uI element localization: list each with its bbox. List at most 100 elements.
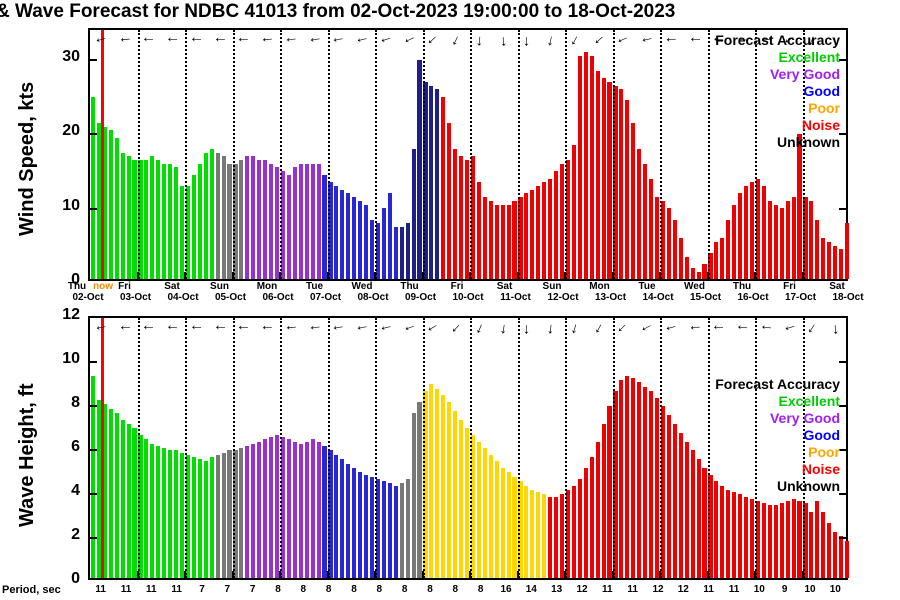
period-value: 8 [452,584,459,595]
wave-height-bar [375,479,381,578]
y-tick [839,361,846,363]
x-tick [659,272,661,279]
x-tick [184,571,186,578]
legend-title: Forecast Accuracy [715,376,840,392]
wind-speed-bar [815,219,820,279]
day-gridline [802,30,805,279]
x-tick [469,571,471,578]
wind-speed-bar [411,148,416,279]
wind-speed-bar [761,186,766,279]
y-tick [90,133,97,136]
wave-height-bar [512,476,517,578]
wind-speed-bar [494,204,499,279]
day-gridline [707,318,710,578]
direction-arrow: → [446,31,469,52]
day-gridline [517,318,520,578]
direction-arrow: → [828,321,847,338]
wave-height-bar [548,496,553,578]
wind-speed-bar [286,174,291,279]
wave-height-bar [316,441,321,578]
period-value: 9 [781,584,788,595]
period-value: 12 [576,584,588,595]
wind-speed-bar [625,100,630,279]
wind-speed-bar [726,219,731,279]
wind-speed-bar [441,96,446,279]
wind-speed-bar [714,241,719,279]
direction-arrow: → [329,31,348,52]
day-gridline [470,30,472,279]
wind-speed-bar [369,219,375,279]
wind-speed-bar [126,156,131,279]
wave-height-bar [464,428,470,578]
wind-speed-bar [518,197,523,279]
day-gridline [185,318,187,578]
wave-height-bar [459,419,464,578]
direction-arrow: → [353,31,372,52]
wind-speed-bar [791,197,796,279]
wave-height-bar [773,505,778,578]
wind-speed-bar [524,193,529,279]
wave-height-bar [132,428,137,578]
wind-speed-bar [500,204,505,279]
wave-height-bar [476,441,481,578]
wind-speed-bar [672,219,677,279]
wave-height-bar [607,406,612,578]
wave-height-bar [767,505,772,578]
wave-height-bar [215,454,220,578]
y-tick-label: 4 [71,482,80,499]
x-date-label: 07-Oct [309,292,342,303]
wind-speed-bar [168,163,173,279]
wave-height-bar [583,468,588,578]
wave-height-bar [168,450,173,578]
wind-speed-bar [352,197,357,279]
x-tick [374,571,376,578]
wave-height-bar [684,441,689,578]
direction-arrow: → [520,321,538,338]
day-gridline [280,318,282,578]
y-tick [839,449,846,451]
wind-speed-bar [696,271,701,279]
wave-height-bar [554,496,559,578]
direction-arrow: → [446,318,469,341]
wind-speed-bar [251,156,256,279]
direction-arrow: → [495,33,515,50]
wave-height-bar [702,468,707,578]
period-value: 13 [551,584,563,595]
wave-height-bar [755,501,761,578]
wave-height-bar [839,536,844,578]
period-value: 11 [120,584,132,595]
y-tick [90,405,97,407]
wave-height-bar [263,439,268,578]
wave-height-bar [803,503,808,578]
wave-height-bar [678,432,683,578]
wave-height-bar [150,443,155,578]
wave-height-bar [197,459,202,578]
wave-height-bar [470,435,476,578]
wave-height-bar [429,384,434,578]
wind-speed-bar [417,59,422,279]
wave-height-bar [672,424,677,578]
wind-speed-bar [833,245,838,279]
direction-arrow: → [565,30,588,53]
period-value: 8 [477,584,484,595]
x-date-label: 12-Oct [547,292,579,303]
wave-height-bar [726,490,731,578]
wave-height-bar [227,450,232,578]
wind-speed-bar [203,152,208,279]
wave-height-bar [696,459,701,578]
wave-height-bar [322,446,327,578]
x-date-label: 08-Oct [357,292,389,303]
period-value: 11 [602,584,613,595]
y-tick [90,207,97,210]
wind-speed-bar [839,249,844,279]
wind-speed-bar [298,163,303,279]
wave-height-bar [827,523,832,578]
direction-arrow: → [638,31,657,52]
wind-speed-bar [660,200,666,279]
chart-title: & Wave Forecast for NDBC 41013 from 02-O… [0,1,676,22]
direction-arrow: → [802,318,826,341]
legend-entry-noise: Noise [801,461,840,477]
wind-speed-bar [233,163,238,279]
wind-speed-bar [654,197,660,279]
